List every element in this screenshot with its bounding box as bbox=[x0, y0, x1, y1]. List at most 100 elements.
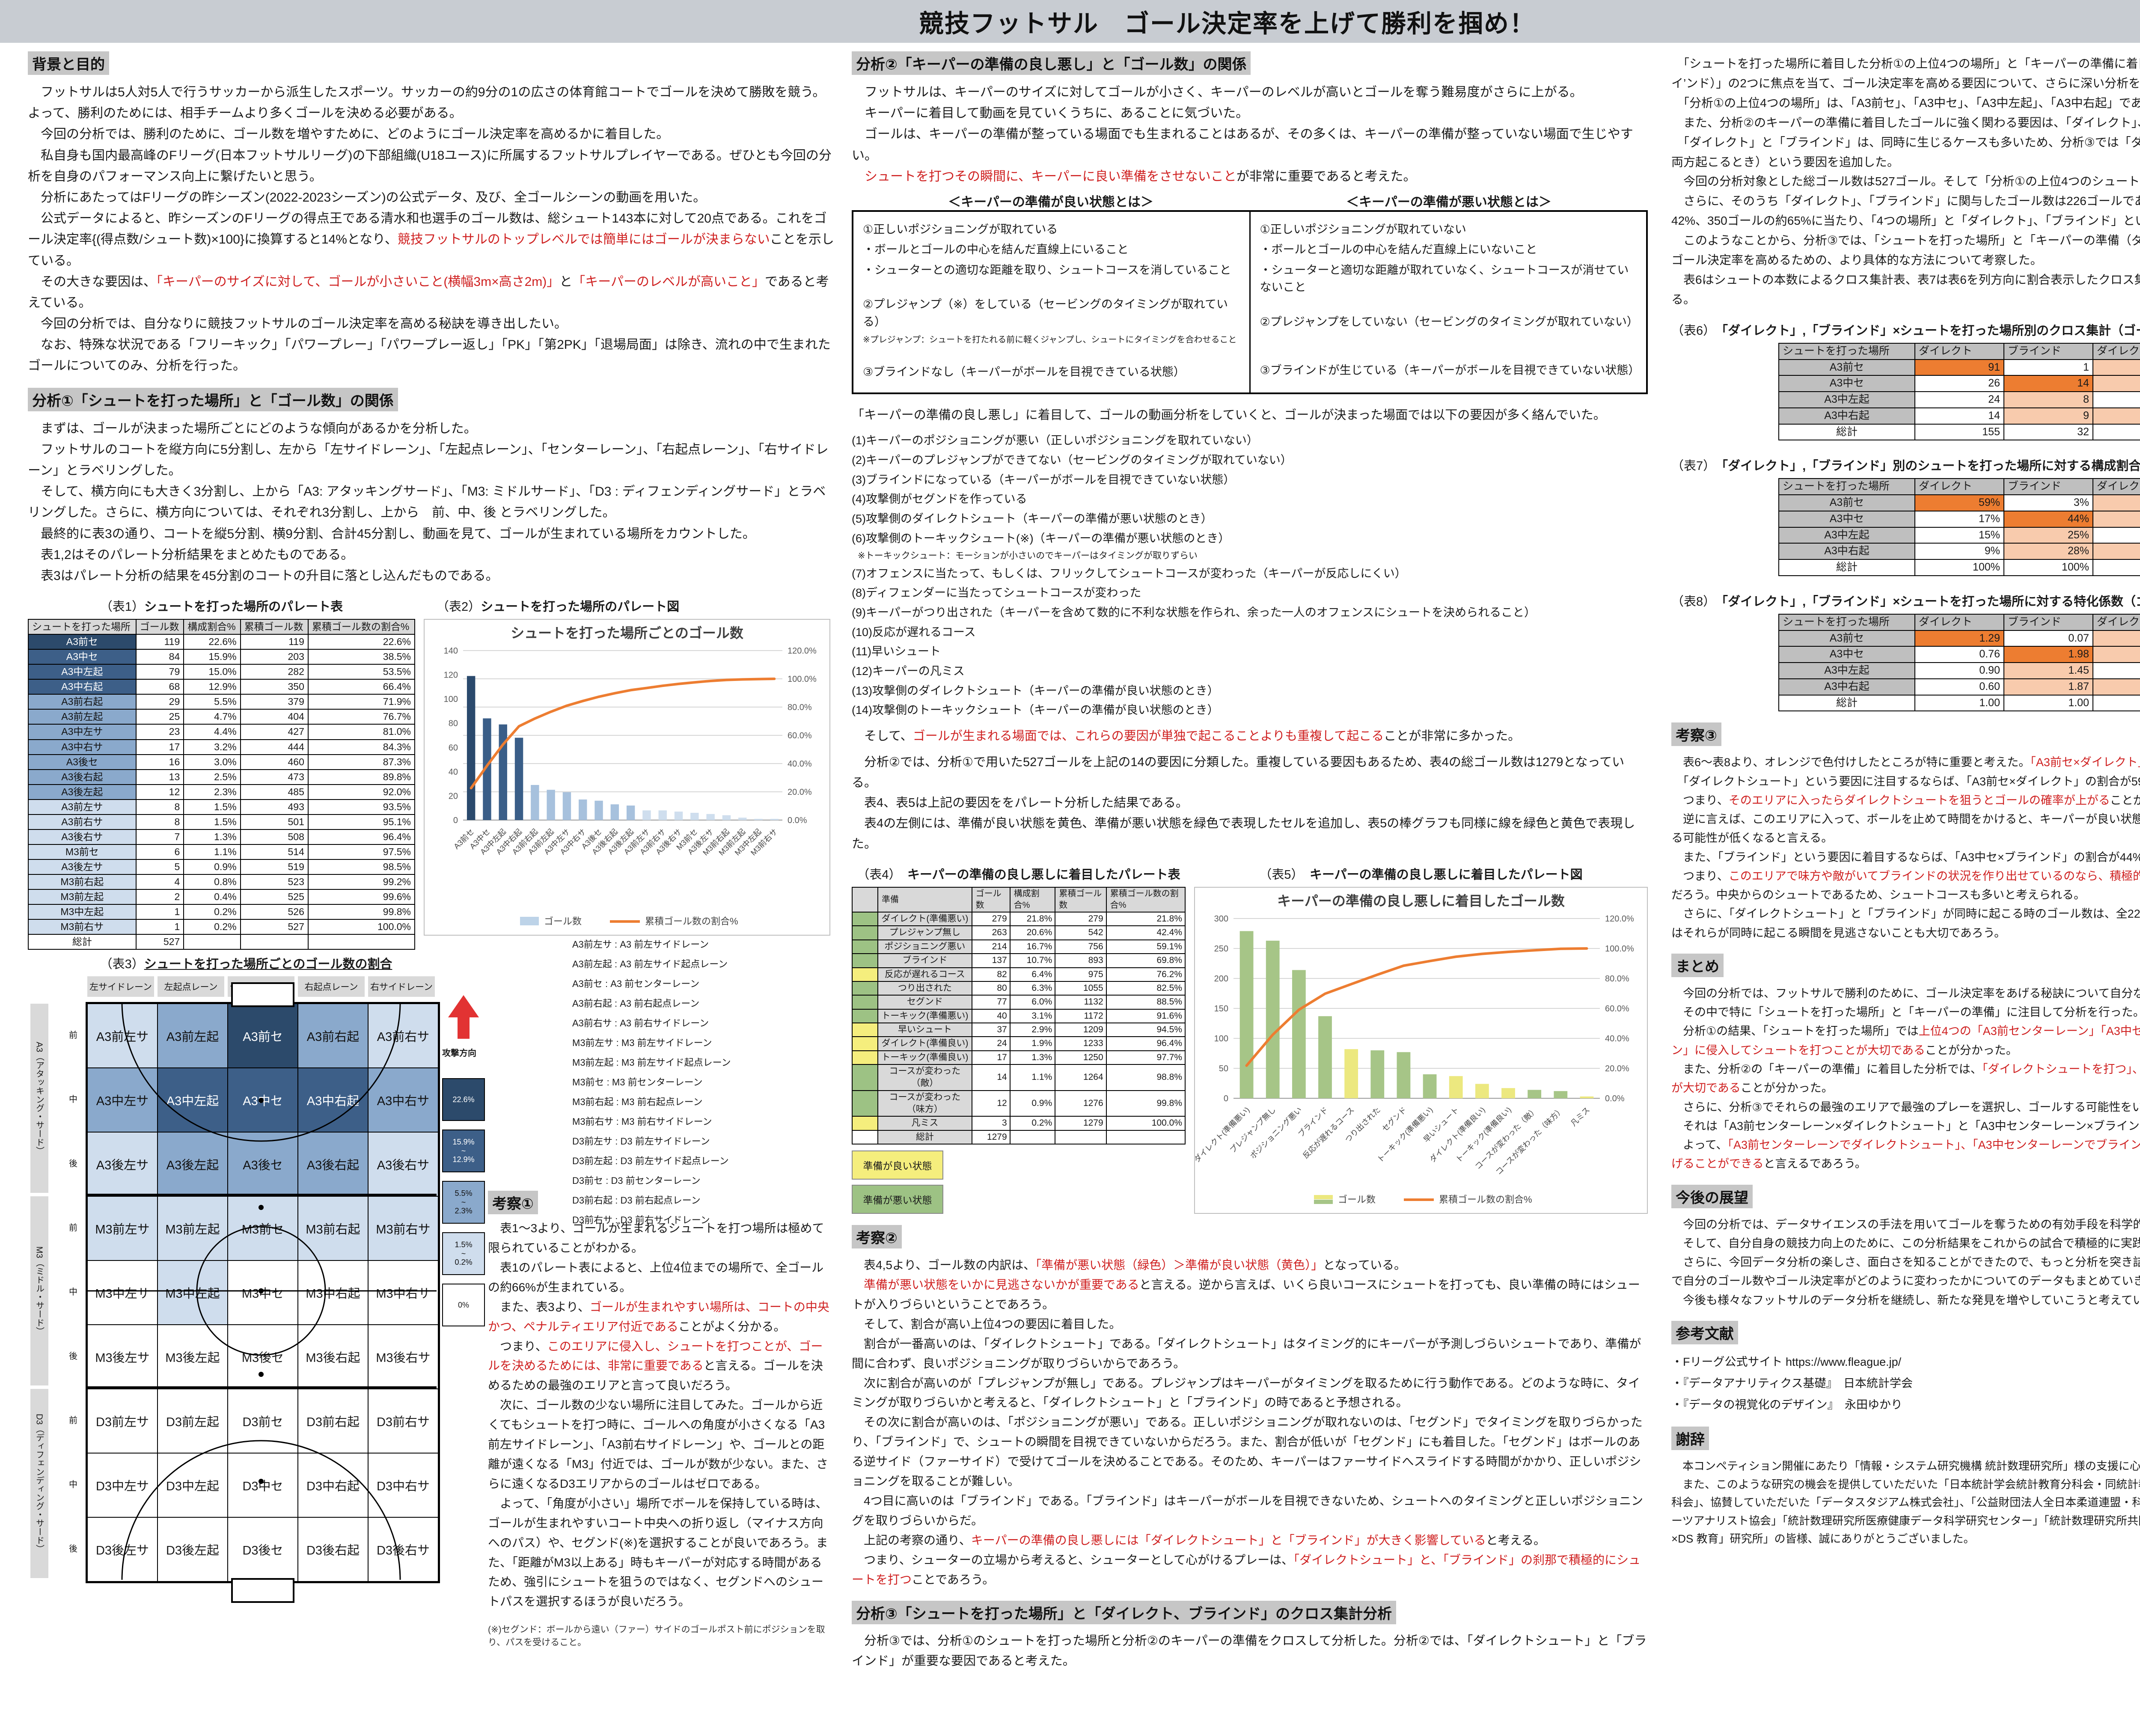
svg-text:80: 80 bbox=[449, 719, 458, 728]
discussion1-paragraphs: 表1～3より、ゴールが生まれるシュートを打つ場所は極めて限られていることがわかる… bbox=[488, 1219, 834, 1611]
paragraph: その大きな要因は、「キーパーのサイズに対して、ゴールが小さいこと(横幅3m×高さ… bbox=[28, 271, 835, 313]
court-cell: D3後左起 bbox=[158, 1517, 228, 1582]
paragraph: 分析にあたってはFリーグの昨シーズン(2022-2023シーズン)の公式データ、… bbox=[28, 187, 835, 208]
table-cell: 68 bbox=[135, 679, 184, 695]
court-cell: D3中左起 bbox=[158, 1453, 228, 1518]
text: つまり、シューターの立場から考えると、シューターとして心がけるプレーは、 bbox=[852, 1553, 1294, 1567]
svg-text:ゴール数: ゴール数 bbox=[544, 916, 582, 927]
table8-title: （表8） 「ダイレクト」,「ブラインド」×シュートを打った場所に対する特化係数（… bbox=[1671, 595, 2140, 609]
summary-heading: まとめ bbox=[1671, 953, 1724, 977]
paragraph: 上記の考察の通り、キーパーの準備の良し悪しには「ダイレクトシュート」と「ブライン… bbox=[852, 1531, 1648, 1550]
list-item: (5)攻撃側のダイレクトシュート（キーパーの準備が悪い状態のとき） bbox=[852, 512, 1213, 526]
table-cell: 76.2% bbox=[1106, 967, 1186, 982]
table-cell: ブラインド bbox=[877, 953, 972, 968]
table-cell: 1.00 bbox=[2003, 694, 2093, 712]
table-cell: 16 bbox=[135, 754, 184, 770]
text: と言えるだろう。中央からのシュートであるため、シュートコースも多いと考えられる。 bbox=[1671, 889, 2086, 902]
emphasis-red-text: そのエリアに入ったらダイレクトシュートを狙うとゴールの確率が上がる bbox=[1728, 794, 2110, 807]
paragraph: そして、自分自身の競技力向上のために、この分析結果をこれからの試合で積極的に実践… bbox=[1671, 1234, 2140, 1253]
bar bbox=[674, 812, 683, 820]
table-cell: 17% bbox=[1914, 510, 2004, 528]
list-item: A3前左起 : A3 前左サイド起点レーン bbox=[572, 959, 728, 970]
bar bbox=[467, 676, 476, 820]
court-cell: A3後左サ bbox=[87, 1132, 158, 1197]
summary-paragraphs: 今回の分析では、フットサルで勝利のために、ゴール決定率をあげる秘訣について自分な… bbox=[1671, 984, 2140, 1174]
text: と言えるであろう。 bbox=[1763, 1157, 1867, 1171]
table-header-cell: ダイレクト bbox=[1914, 478, 2004, 496]
emphasis-red-text: 「キーパーのレベルが高いこと」 bbox=[572, 274, 765, 289]
table-cell: 80 bbox=[971, 981, 1011, 996]
court-legend-swatch: 1.5% ~ 0.2% bbox=[442, 1232, 485, 1275]
keeper-state-item: ②プレジャンプ（※）をしている（セービングのタイミングが取れている） bbox=[863, 298, 1228, 328]
court-cell: D3前右起 bbox=[298, 1389, 368, 1454]
text: 表3はパレート分析の結果を45分割のコートの升目に落とし込んだものである。 bbox=[28, 568, 499, 583]
page-title: 競技フットサル ゴール決定率を上げて勝利を掴め！ bbox=[918, 10, 1535, 38]
text: となっている。 bbox=[1323, 1258, 1406, 1272]
cross-table: シュートを打った場所ダイレクトブラインドダイレクト+ブラインド統計A3前セ911… bbox=[1778, 342, 2140, 441]
paragraph: 表3はパレート分析の結果を45分割のコートの升目に落とし込んだものである。 bbox=[28, 565, 835, 586]
bar bbox=[1528, 1090, 1542, 1099]
table3-title: （表3）シュートを打った場所ごとのゴール数の割合 bbox=[100, 957, 392, 972]
table-cell: 0.62 bbox=[2092, 630, 2140, 647]
table-cell: 100.0% bbox=[307, 919, 416, 935]
text: その大きな要因は、 bbox=[28, 274, 156, 289]
table-cell: A3中セ bbox=[1778, 375, 1915, 392]
list-item: (6)攻撃側のトーキックシュート(※)（キーパーの準備が悪い状態のとき） bbox=[852, 532, 1230, 545]
table-cell: 0.2% bbox=[183, 919, 241, 935]
table-cell: 97.7% bbox=[1106, 1050, 1186, 1065]
keeper-box-headers: ＜キーパーの準備が良い状態とは＞ ＜キーパーの準備が悪い状態とは＞ bbox=[852, 191, 1648, 210]
table-cell: M3前左起 bbox=[28, 889, 137, 905]
keeper-good-title: ＜キーパーの準備が良い状態とは＞ bbox=[948, 195, 1153, 209]
court-cell: M3前セ bbox=[228, 1196, 298, 1261]
text: 今回の分析対象とした総ゴール数は527ゴール。そして「分析①の上位4つのシュート… bbox=[1683, 175, 2140, 188]
references-list: ・Fリーグ公式サイト https://www.fleague.jp/ ・『データア… bbox=[1671, 1351, 2140, 1415]
table-cell: 485 bbox=[240, 784, 309, 800]
paragraph: それは「A3前センターレーン×ダイレクトシュート」と「A3中センターレーン×ブラ… bbox=[1671, 1117, 2140, 1136]
paragraph: なお、特殊な状況である「フリーキック」「パワープレー」「パワープレー返し」「PK… bbox=[28, 334, 835, 376]
table-cell: 2.9% bbox=[1009, 1022, 1056, 1037]
table-header-cell: ダイレクト bbox=[1914, 613, 2004, 631]
paragraph: フットサルは、キーパーのサイズに対してゴールが小さく、キーパーのレベルが高いとゴ… bbox=[852, 82, 1648, 103]
text: 公式データによると、昨シーズンのFリーグの得点王である清水和也選手のゴール数は、… bbox=[28, 211, 827, 247]
list-item: D3前左起 : D3 前左サイド起点レーン bbox=[572, 1156, 729, 1167]
section-heading-analysis1: 分析①「シュートを打った場所」と「ゴール数」の関係 bbox=[28, 387, 398, 411]
paragraph: キーパーに着目して動画を見ていくうちに、あることに気づいた。 bbox=[852, 103, 1648, 124]
table-cell: 2.5% bbox=[183, 769, 241, 785]
court-legend-swatch: 15.9% ~ 12.9% bbox=[442, 1130, 485, 1173]
table-header-cell bbox=[852, 887, 878, 913]
keeper-state-item: ①正しいポジショニングが取れている bbox=[863, 223, 1058, 236]
bar bbox=[1266, 940, 1280, 1099]
table-cell: 8 bbox=[135, 799, 184, 815]
text: それは「A3前センターレーン×ダイレクトシュート」と「A3中センターレーン×ブラ… bbox=[1682, 1119, 2140, 1133]
pareto-chart2-block: （表5） キーパーの準備の良し悪しに着目したパレート図 0.0% 20.0% 40.… bbox=[1192, 865, 1648, 1214]
attack-arrow-label: 攻撃方向 bbox=[442, 1049, 476, 1058]
table-cell: 5 bbox=[135, 859, 184, 875]
table-cell: 526 bbox=[240, 904, 309, 920]
table-cell: 26% bbox=[2092, 510, 2140, 528]
table-header-cell: 累積ゴール数 bbox=[240, 619, 309, 635]
table-cell: 82 bbox=[971, 967, 1011, 982]
table-cell: A3後セ bbox=[28, 754, 137, 770]
paragraph: その次に割合が高いのは、「ポジショニングが悪い」である。正しいポジショニングが取… bbox=[852, 1412, 1648, 1491]
svg-text:プレジャンプ無し: プレジャンプ無し bbox=[1228, 1106, 1278, 1155]
table-cell: 81.0% bbox=[307, 724, 416, 740]
table-cell: A3後右起 bbox=[28, 769, 137, 785]
court-cell: A3前左サ bbox=[87, 1004, 158, 1068]
court-cell: D3前左サ bbox=[87, 1389, 158, 1454]
table-cell: 23 bbox=[135, 724, 184, 740]
table-cell: 379 bbox=[240, 694, 309, 710]
table-cell: 4.7% bbox=[183, 709, 241, 725]
court-cell: M3前左サ bbox=[87, 1196, 158, 1261]
svg-text:80.0%: 80.0% bbox=[1605, 974, 1629, 984]
table-cell: 89.8% bbox=[307, 769, 416, 785]
text: 最終的に表3の通り、コートを縦5分割、横9分割、合計45分割し、動画を見て、ゴー… bbox=[28, 526, 755, 541]
emphasis-red-text: 競技フットサルのトップレベルでは簡単にはゴールが決まらない bbox=[397, 232, 770, 247]
text: 「ダイレクト」と「ブラインド」は、同時に生じるケースも多いため、分析③では「ダイ… bbox=[1671, 135, 2140, 169]
text: さらに、そのうち「ダイレクト」、「ブラインド」に関与したゴール数は226ゴールで… bbox=[1671, 194, 2140, 228]
text: 表4,5より、ゴール数の内訳は、 bbox=[852, 1258, 1036, 1272]
table-cell: 2 bbox=[135, 889, 184, 905]
bar bbox=[514, 737, 523, 820]
table-cell: 98.8% bbox=[1106, 1064, 1186, 1091]
abbreviation-list: A3前左サ : A3 前左サイドレーン A3前左起 : A3 前左サイド起点レーン… bbox=[572, 935, 829, 1230]
